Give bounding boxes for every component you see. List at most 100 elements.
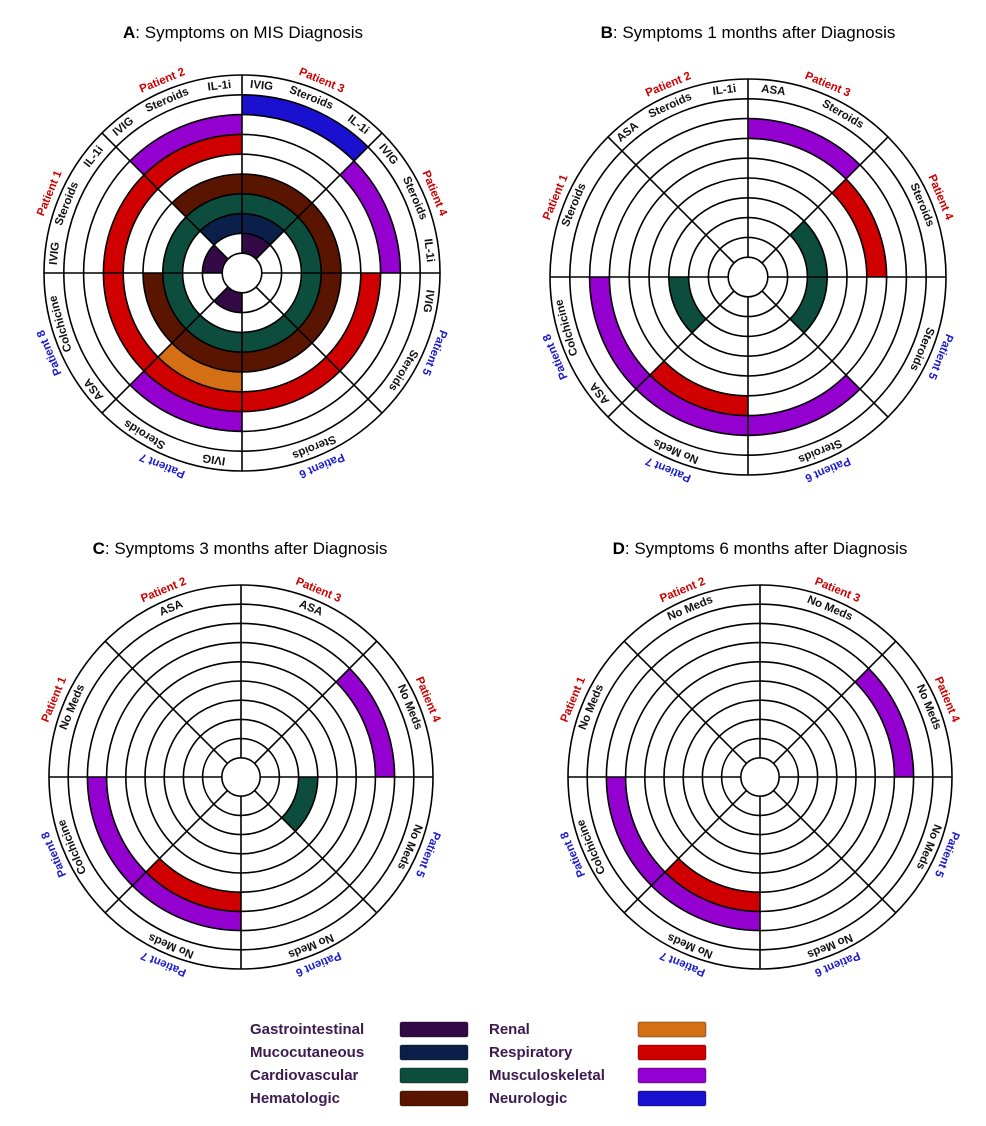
symptom-cell-mucocutaneous-patient-2 (199, 213, 242, 245)
symptom-cell-respiratory-patient-1 (103, 174, 158, 273)
title-text: : Symptoms 3 months after Diagnosis (105, 539, 388, 558)
symptom-cell-neurologic-patient-3 (242, 94, 369, 161)
symptom-cell-respiratory-patient-7 (143, 357, 242, 412)
legend: Gastrointestinal Mucocutaneous Cardiovascu… (250, 1021, 707, 1107)
symptom-cell-cardiovascular-patient-6 (242, 315, 299, 353)
sector-divider (761, 136, 889, 264)
legend-label-hematologic: Hematologic (250, 1090, 340, 1107)
sector-divider (104, 640, 228, 764)
medication-label: ASA (588, 380, 612, 407)
sector-divider (104, 790, 228, 914)
symptom-cell-hematologic-patient-8 (143, 273, 186, 344)
symptom-cell-respiratory-patient-5 (326, 273, 381, 372)
sector-divider (773, 790, 897, 914)
symptom-cell-musculoskeletal-patient-7 (132, 872, 241, 931)
chart-title: A: Symptoms on MIS Diagnosis (123, 23, 363, 42)
medication-label: IVIG (111, 115, 136, 139)
symptom-cell-cardiovascular-patient-2 (185, 193, 242, 231)
panel-letter: A (123, 23, 135, 42)
legend-swatch-neurologic (637, 1090, 707, 1107)
center-hole (221, 756, 262, 797)
medication-label: IVIG (420, 289, 435, 314)
center-hole (727, 256, 769, 298)
symptom-cell-musculoskeletal-patient-7 (635, 375, 748, 436)
symptom-cell-cardiovascular-patient-1 (162, 216, 200, 273)
sector-divider (773, 640, 897, 764)
symptom-cell-hematologic-patient-7 (171, 329, 242, 372)
sector-divider (607, 290, 735, 418)
chart-title: C: Symptoms 3 months after Diagnosis (93, 539, 388, 558)
medication-label: IVIG (48, 241, 62, 265)
sector-divider (254, 790, 378, 914)
symptom-cell-musculoskeletal-patient-4 (336, 668, 395, 777)
medication-label: ASA (760, 83, 786, 98)
sector-divider (607, 136, 735, 264)
sector-divider (254, 640, 378, 764)
legend-swatch-hematologic (399, 1090, 469, 1107)
symptom-cell-musculoskeletal-patient-8 (606, 777, 665, 886)
symptom-cell-respiratory-patient-7 (145, 858, 241, 912)
medication-label: IL-1i (82, 144, 106, 170)
legend-label-cardiovascular: Cardiovascular (250, 1067, 359, 1084)
symptom-cell-respiratory-patient-7 (664, 858, 760, 912)
sector-divider (101, 286, 229, 414)
legend-swatch-mucocutaneous (399, 1044, 469, 1061)
chart-title: D: Symptoms 6 months after Diagnosis (613, 539, 908, 558)
center-hole (221, 252, 263, 294)
symptom-cell-cardiovascular-patient-8 (162, 273, 200, 330)
legend-swatch-cardiovascular (399, 1067, 469, 1084)
title-text: : Symptoms 6 months after Diagnosis (625, 539, 908, 558)
symptom-cell-musculoskeletal-patient-4 (855, 668, 914, 777)
symptom-cell-cardiovascular-patient-5 (790, 277, 828, 334)
symptom-cell-respiratory-patient-2 (143, 134, 242, 189)
medication-label: IL-1i (712, 83, 737, 98)
symptom-cell-hematologic-patient-4 (298, 202, 341, 273)
legend-label-respiratory: Respiratory (489, 1044, 573, 1061)
symptom-cell-musculoskeletal-patient-7 (129, 371, 242, 432)
title-text: : Symptoms 1 months after Diagnosis (613, 23, 896, 42)
symptom-cell-hematologic-patient-6 (242, 329, 313, 372)
sector-divider (623, 790, 747, 914)
symptom-cell-respiratory-patient-4 (832, 178, 887, 277)
symptom-cell-musculoskeletal-patient-2 (129, 114, 242, 175)
symptom-cell-respiratory-patient-6 (242, 357, 341, 412)
medication-label: ASA (82, 376, 106, 403)
legend-label-renal: Renal (489, 1021, 530, 1038)
symptom-cell-musculoskeletal-patient-4 (340, 160, 401, 273)
title-text: : Symptoms on MIS Diagnosis (135, 23, 363, 42)
medication-label: ASA (615, 120, 641, 145)
symptom-cell-cardiovascular-patient-5 (284, 273, 322, 330)
legend-swatch-musculoskeletal (637, 1067, 707, 1084)
symptom-cell-hematologic-patient-3 (242, 174, 313, 217)
symptom-cell-hematologic-patient-2 (171, 174, 242, 217)
symptom-cell-cardiovascular-patient-7 (185, 315, 242, 353)
sector-divider (101, 132, 229, 260)
symptom-cell-gastrointestinal-patient-7 (213, 287, 242, 313)
sector-divider (255, 132, 383, 260)
legend-swatch-renal (637, 1021, 707, 1038)
medication-label: IL-1i (207, 79, 232, 94)
symptom-cell-mucocutaneous-patient-3 (242, 213, 285, 245)
medication-label: IVIG (249, 79, 273, 93)
symptom-cell-respiratory-patient-8 (103, 273, 158, 372)
panel-letter: B (601, 23, 613, 42)
legend-swatch-respiratory (637, 1044, 707, 1061)
symptom-cell-cardiovascular-patient-3 (242, 193, 299, 231)
medication-label: IVIG (202, 451, 227, 466)
symptom-cell-cardiovascular-patient-4 (284, 216, 322, 273)
symptom-cell-musculoskeletal-patient-7 (651, 872, 760, 931)
symptom-cell-musculoskeletal-patient-8 (87, 777, 146, 886)
sector-divider (623, 640, 747, 764)
legend-swatch-gastrointestinal (399, 1021, 469, 1038)
legend-label-mucocutaneous: Mucocutaneous (250, 1044, 364, 1061)
chart-panel-a: A: Symptoms on MIS DiagnosisIVIGSteroids… (35, 23, 449, 480)
legend-label-neurologic: Neurologic (489, 1090, 567, 1107)
sector-divider (255, 286, 383, 414)
symptom-cell-respiratory-patient-7 (649, 361, 748, 416)
medication-label: IVIG (376, 142, 400, 167)
panel-letter: C (93, 539, 105, 558)
symptom-cell-gastrointestinal-patient-1 (202, 244, 228, 273)
